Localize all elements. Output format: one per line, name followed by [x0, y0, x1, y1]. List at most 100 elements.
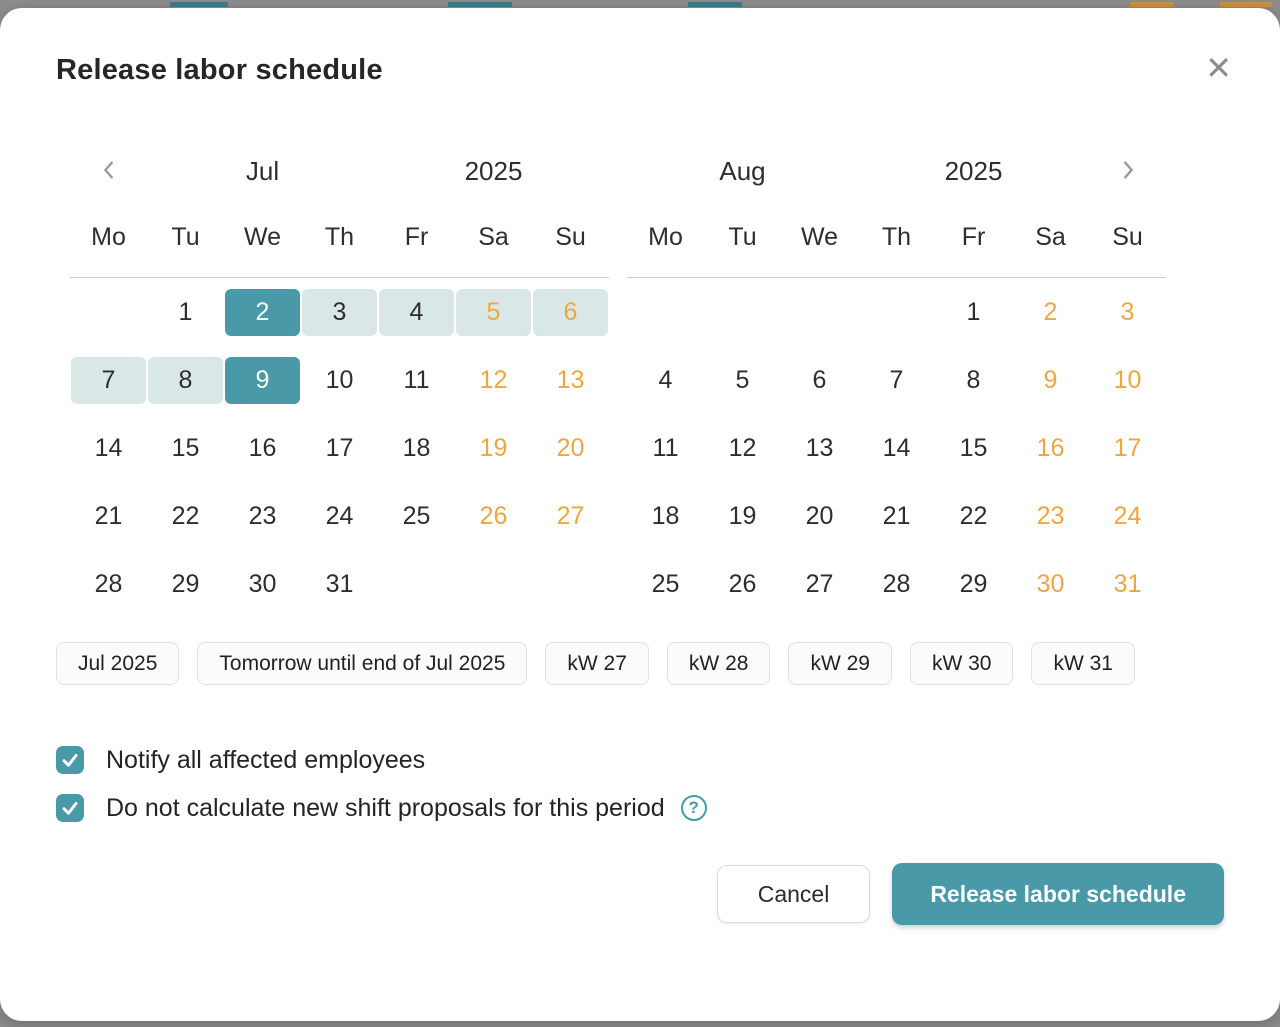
day-27[interactable]: 27: [805, 569, 834, 598]
day-22[interactable]: 22: [959, 501, 988, 530]
day-cell: 15: [935, 414, 1012, 482]
day-5[interactable]: 5: [456, 288, 531, 336]
day-9[interactable]: 9: [225, 356, 300, 404]
day-26[interactable]: 26: [728, 569, 757, 598]
options-section: Notify all affected employees Do not calc…: [56, 743, 1224, 825]
day-15[interactable]: 15: [959, 433, 988, 462]
day-29[interactable]: 29: [959, 569, 988, 598]
day-24[interactable]: 24: [1113, 501, 1142, 530]
checkbox-checked[interactable]: [56, 794, 84, 822]
day-17[interactable]: 17: [325, 433, 354, 462]
day-23[interactable]: 23: [248, 501, 277, 530]
day-21[interactable]: 21: [94, 501, 123, 530]
day-cell: 25: [378, 482, 455, 550]
day-cell: 7: [70, 346, 147, 414]
day-26[interactable]: 26: [479, 501, 508, 530]
day-2[interactable]: 2: [225, 288, 300, 336]
day-8[interactable]: 8: [966, 365, 981, 394]
day-20[interactable]: 20: [805, 501, 834, 530]
day-25[interactable]: 25: [402, 501, 431, 530]
quick-filter-button[interactable]: kW 29: [788, 642, 892, 685]
day-13[interactable]: 13: [556, 365, 585, 394]
day-30[interactable]: 30: [1036, 569, 1065, 598]
day-14[interactable]: 14: [882, 433, 911, 462]
day-15[interactable]: 15: [171, 433, 200, 462]
month-label: Aug: [719, 155, 766, 186]
day-cell-empty: [378, 550, 455, 618]
day-9[interactable]: 9: [1043, 365, 1058, 394]
day-24[interactable]: 24: [325, 501, 354, 530]
day-18[interactable]: 18: [402, 433, 431, 462]
calendar-week-row: 21 22 23 24 25 26 27: [70, 482, 609, 550]
day-1[interactable]: 1: [966, 297, 981, 326]
day-4[interactable]: 4: [658, 365, 673, 394]
chevron-right-icon: [1117, 158, 1139, 185]
quick-filter-button[interactable]: kW 28: [666, 642, 771, 685]
quick-filter-button[interactable]: kW 30: [909, 642, 1014, 685]
day-14[interactable]: 14: [94, 433, 123, 462]
checkbox-checked[interactable]: [56, 746, 84, 774]
day-23[interactable]: 23: [1036, 501, 1065, 530]
day-12[interactable]: 12: [479, 365, 508, 394]
day-cell: 22: [147, 482, 224, 550]
quick-filter-button[interactable]: Jul 2025: [56, 642, 180, 685]
calendar-week-row: 25 26 27 28 29 30 31: [627, 550, 1166, 618]
day-13[interactable]: 13: [805, 433, 834, 462]
weekday-label: We: [243, 223, 282, 251]
weekday-label: Fr: [404, 223, 429, 251]
day-2[interactable]: 2: [1043, 297, 1058, 326]
day-19[interactable]: 19: [728, 501, 757, 530]
weekday-header-row: Mo Tu We Th Fr Sa Su: [70, 198, 609, 278]
day-29[interactable]: 29: [171, 569, 200, 598]
day-17[interactable]: 17: [1113, 433, 1142, 462]
release-labor-schedule-button[interactable]: Release labor schedule: [892, 863, 1224, 925]
day-6[interactable]: 6: [533, 288, 608, 336]
day-1[interactable]: 1: [178, 297, 193, 326]
cancel-button[interactable]: Cancel: [716, 865, 871, 923]
day-cell: 18: [378, 414, 455, 482]
background-text-fragment: [170, 2, 228, 7]
prev-month-button[interactable]: [70, 144, 147, 198]
day-10[interactable]: 10: [325, 365, 354, 394]
day-cell: 19: [704, 482, 781, 550]
day-28[interactable]: 28: [94, 569, 123, 598]
day-11[interactable]: 11: [652, 433, 679, 462]
day-31[interactable]: 31: [1113, 569, 1142, 598]
day-31[interactable]: 31: [325, 569, 354, 598]
day-cell-empty: [858, 278, 935, 346]
day-25[interactable]: 25: [651, 569, 680, 598]
day-5[interactable]: 5: [735, 365, 750, 394]
day-19[interactable]: 19: [479, 433, 508, 462]
day-4[interactable]: 4: [379, 288, 454, 336]
day-3[interactable]: 3: [302, 288, 377, 336]
day-16[interactable]: 16: [248, 433, 277, 462]
day-3[interactable]: 3: [1120, 297, 1135, 326]
close-icon[interactable]: ✕: [1205, 49, 1232, 87]
quick-filter-button[interactable]: kW 27: [545, 642, 649, 685]
day-30[interactable]: 30: [248, 569, 277, 598]
help-icon[interactable]: ?: [680, 795, 707, 821]
day-12[interactable]: 12: [728, 433, 757, 462]
day-22[interactable]: 22: [171, 501, 200, 530]
day-6[interactable]: 6: [812, 365, 827, 394]
day-cell: 25: [627, 550, 704, 618]
day-18[interactable]: 18: [651, 501, 680, 530]
day-16[interactable]: 16: [1036, 433, 1065, 462]
quick-filter-button[interactable]: Tomorrow until end of Jul 2025: [197, 642, 528, 685]
background-text-fragment: [1220, 2, 1272, 7]
day-20[interactable]: 20: [556, 433, 585, 462]
day-cell: 8: [147, 346, 224, 414]
day-21[interactable]: 21: [882, 501, 911, 530]
day-7[interactable]: 7: [71, 356, 146, 404]
day-11[interactable]: 11: [403, 365, 430, 394]
day-cell: 2: [1012, 278, 1089, 346]
day-10[interactable]: 10: [1113, 365, 1142, 394]
weekday-label: Fr: [961, 223, 986, 251]
day-8[interactable]: 8: [148, 356, 223, 404]
day-7[interactable]: 7: [889, 365, 904, 394]
next-month-button[interactable]: [1089, 144, 1166, 198]
day-27[interactable]: 27: [556, 501, 585, 530]
quick-filter-button[interactable]: kW 31: [1031, 642, 1135, 685]
day-28[interactable]: 28: [882, 569, 911, 598]
day-cell: 12: [704, 414, 781, 482]
